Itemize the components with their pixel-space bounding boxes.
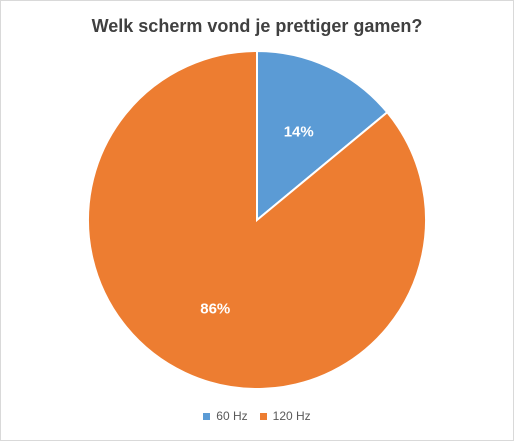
- legend-swatch-120hz: [259, 412, 267, 420]
- legend-item-60hz: 60 Hz: [203, 409, 248, 423]
- pie-slice-120hz: [87, 49, 427, 390]
- legend-label-120hz: 120 Hz: [272, 409, 311, 423]
- pie-slice-60hz: [256, 49, 389, 223]
- legend-label-60hz: 60 Hz: [216, 409, 248, 423]
- pie-slices: [87, 49, 427, 390]
- data-label-120hz: 86%: [200, 301, 230, 318]
- legend-swatch-60hz: [203, 412, 211, 420]
- legend: 60 Hz 120 Hz: [0, 409, 514, 423]
- chart-title: Welk scherm vond je prettiger gamen?: [91, 16, 423, 36]
- data-label-60hz: 14%: [284, 123, 314, 140]
- legend-item-120hz: 120 Hz: [259, 409, 311, 423]
- data-labels: 14% 86%: [200, 123, 314, 317]
